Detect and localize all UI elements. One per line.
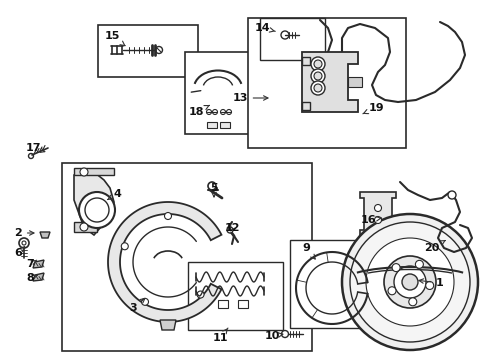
Circle shape bbox=[281, 330, 289, 338]
Circle shape bbox=[350, 222, 470, 342]
Text: 8: 8 bbox=[26, 273, 37, 283]
Text: 5: 5 bbox=[210, 183, 218, 197]
Circle shape bbox=[374, 204, 382, 211]
Polygon shape bbox=[33, 260, 44, 268]
Text: 10: 10 bbox=[264, 331, 283, 341]
Polygon shape bbox=[74, 170, 114, 235]
Text: 12: 12 bbox=[224, 223, 240, 233]
Bar bbox=[188, 262, 283, 330]
Circle shape bbox=[311, 57, 325, 71]
Polygon shape bbox=[302, 102, 310, 110]
Text: 4: 4 bbox=[108, 189, 121, 199]
Circle shape bbox=[342, 214, 478, 350]
Bar bbox=[62, 163, 312, 351]
Bar bbox=[248, 18, 406, 148]
Polygon shape bbox=[348, 77, 362, 87]
Bar bbox=[98, 25, 198, 77]
Text: 7: 7 bbox=[26, 259, 37, 269]
Circle shape bbox=[197, 291, 204, 298]
Circle shape bbox=[208, 182, 216, 190]
Polygon shape bbox=[74, 222, 97, 232]
Polygon shape bbox=[302, 57, 310, 65]
Text: 6: 6 bbox=[14, 246, 24, 258]
Circle shape bbox=[409, 298, 417, 306]
Circle shape bbox=[314, 60, 322, 68]
Polygon shape bbox=[238, 300, 248, 308]
Circle shape bbox=[311, 69, 325, 83]
Polygon shape bbox=[40, 232, 50, 238]
Text: 2: 2 bbox=[14, 228, 34, 238]
Text: 3: 3 bbox=[129, 298, 145, 313]
Polygon shape bbox=[220, 122, 230, 128]
Circle shape bbox=[314, 84, 322, 92]
Polygon shape bbox=[218, 300, 228, 308]
Text: 13: 13 bbox=[232, 93, 268, 103]
Polygon shape bbox=[207, 122, 217, 128]
Text: 18: 18 bbox=[188, 105, 209, 117]
Circle shape bbox=[281, 31, 289, 39]
Circle shape bbox=[311, 81, 325, 95]
Circle shape bbox=[392, 264, 400, 271]
Text: 9: 9 bbox=[302, 243, 315, 259]
Circle shape bbox=[388, 287, 396, 295]
Circle shape bbox=[366, 238, 454, 326]
Circle shape bbox=[79, 192, 115, 228]
Circle shape bbox=[448, 191, 456, 199]
Polygon shape bbox=[360, 192, 396, 236]
Text: 20: 20 bbox=[424, 240, 445, 253]
Text: 19: 19 bbox=[363, 103, 384, 114]
Text: 1: 1 bbox=[419, 278, 444, 288]
Text: 14: 14 bbox=[254, 23, 275, 33]
Polygon shape bbox=[108, 202, 221, 322]
Text: 16: 16 bbox=[360, 215, 381, 225]
Polygon shape bbox=[33, 273, 44, 281]
Circle shape bbox=[227, 227, 233, 233]
Circle shape bbox=[165, 212, 172, 220]
Circle shape bbox=[80, 168, 88, 176]
Circle shape bbox=[426, 282, 434, 289]
Circle shape bbox=[142, 298, 148, 305]
Circle shape bbox=[374, 216, 382, 224]
Bar bbox=[185, 52, 285, 134]
Text: 17: 17 bbox=[25, 143, 45, 153]
Circle shape bbox=[402, 274, 418, 290]
Circle shape bbox=[394, 266, 426, 298]
Circle shape bbox=[384, 256, 436, 308]
Polygon shape bbox=[302, 52, 358, 112]
Polygon shape bbox=[160, 320, 176, 330]
Polygon shape bbox=[74, 168, 114, 175]
Bar bbox=[260, 18, 325, 60]
Circle shape bbox=[85, 198, 109, 222]
Bar bbox=[290, 240, 378, 328]
Text: 15: 15 bbox=[104, 31, 125, 46]
Circle shape bbox=[314, 72, 322, 80]
Text: 11: 11 bbox=[212, 328, 228, 343]
Circle shape bbox=[121, 243, 128, 250]
Circle shape bbox=[80, 223, 88, 231]
Circle shape bbox=[416, 260, 423, 268]
